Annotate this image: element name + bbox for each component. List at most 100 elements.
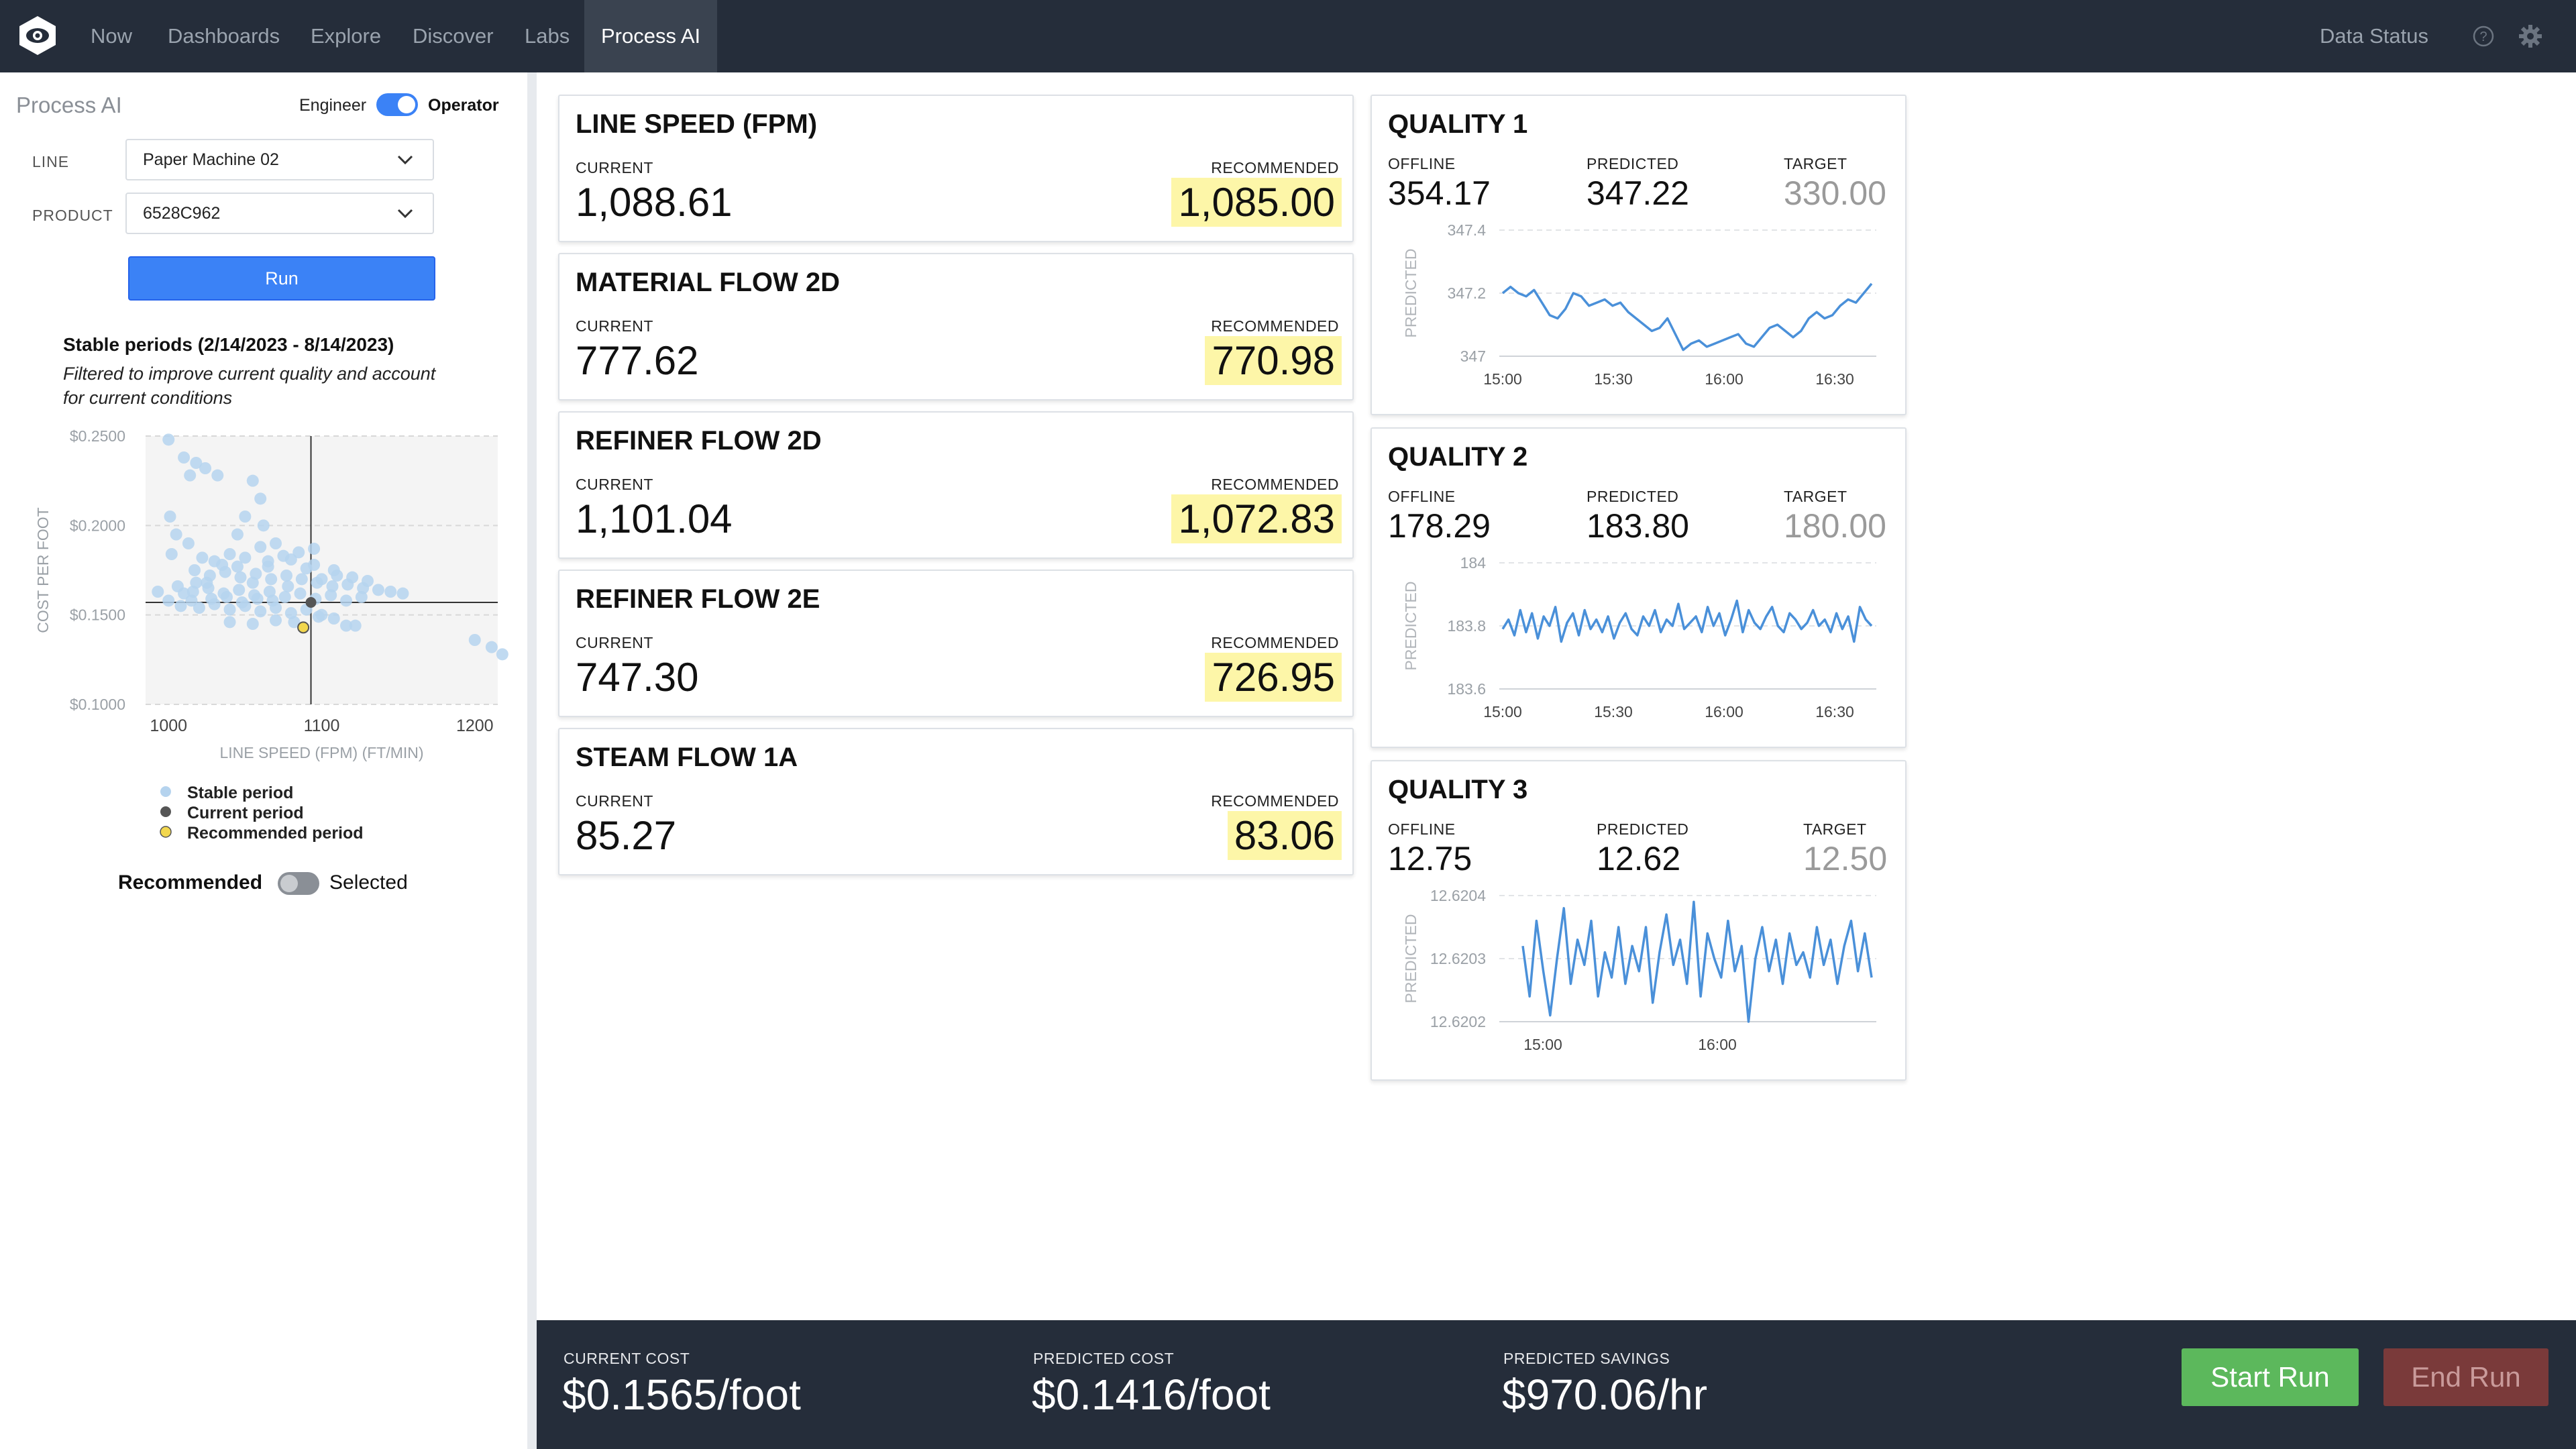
cost-scatter-chart: $0.2500 $0.2000 $0.1500 $0.1000 1000 1100 1200…	[34, 427, 508, 761]
data-status-link[interactable]: Data Status	[2320, 24, 2428, 48]
stable-period-point	[254, 541, 267, 553]
stable-period-point	[190, 457, 203, 469]
card-title: QUALITY 3	[1388, 775, 1528, 804]
current-value: 85.27	[576, 813, 677, 858]
nav-discover[interactable]: Discover	[413, 24, 494, 48]
stable-period-point	[174, 600, 187, 612]
predicted-label: PREDICTED	[1597, 820, 1689, 838]
product-select[interactable]: 6528C962	[125, 193, 434, 234]
stable-period-point	[216, 559, 229, 571]
target-label: TARGET	[1803, 820, 1867, 838]
engineer-label: Engineer	[299, 96, 367, 115]
legend-marker-current	[160, 806, 171, 817]
stable-period-point	[282, 580, 294, 592]
sidebar-divider	[527, 72, 537, 1449]
run-button[interactable]: Run	[128, 256, 435, 301]
predicted-series-line	[1501, 599, 1873, 643]
stable-period-point	[270, 614, 282, 627]
recommended-period-point	[297, 621, 310, 634]
mode-toggle[interactable]	[376, 93, 418, 116]
nav-now[interactable]: Now	[91, 24, 133, 48]
y-tick-label: $0.2000	[70, 517, 125, 534]
stable-period-point	[223, 603, 236, 616]
stable-period-point	[223, 616, 236, 629]
predicted-value: 347.22	[1587, 174, 1689, 212]
y-axis-label: COST PER FOOT	[34, 507, 52, 633]
operator-label: Operator	[428, 96, 499, 115]
predicted-savings-label: PREDICTED SAVINGS	[1503, 1350, 1670, 1367]
line-select-value: Paper Machine 02	[143, 150, 279, 169]
current-value: 777.62	[576, 338, 699, 383]
card-title: LINE SPEED (FPM)	[576, 109, 818, 139]
stable-period-point	[196, 551, 209, 564]
stable-period-point	[162, 433, 175, 446]
stable-period-point	[361, 575, 374, 587]
start-run-button[interactable]: Start Run	[2182, 1348, 2359, 1406]
y-axis-label: PREDICTED	[1402, 249, 1419, 338]
current-value: 747.30	[576, 655, 699, 700]
stable-period-point	[178, 451, 191, 464]
stable-periods-title: Stable periods (2/14/2023 - 8/14/2023)	[63, 334, 394, 355]
recommended-value: 1,072.83	[1171, 494, 1342, 543]
stable-period-point	[193, 602, 205, 614]
product-label: PRODUCT	[32, 207, 113, 224]
stable-period-point	[231, 528, 244, 541]
quality-card-1: QUALITY 1 OFFLINE 354.17 PREDICTED 347.2…	[1371, 95, 1907, 415]
end-run-button[interactable]: End Run	[2383, 1348, 2548, 1406]
quality-1-chart: 347.4 347.2 347 PREDICTED 15:00 15:30 16:00 16:…	[1402, 221, 1876, 388]
x-tick-label: 15:00	[1483, 703, 1522, 720]
x-tick-label: 16:00	[1705, 370, 1743, 388]
predicted-cost-value: $0.1416/foot	[1032, 1371, 1271, 1419]
help-icon[interactable]: ?	[2473, 25, 2494, 47]
gear-icon[interactable]	[2518, 24, 2542, 48]
stable-period-point	[246, 474, 259, 487]
stable-period-point	[372, 584, 384, 596]
stable-period-point	[262, 560, 274, 573]
svg-text:?: ?	[2479, 30, 2487, 44]
card-title: REFINER FLOW 2E	[576, 584, 820, 614]
stable-period-point	[355, 591, 368, 603]
recommended-label: RECOMMENDED	[1211, 476, 1339, 493]
nav-dashboards[interactable]: Dashboards	[168, 24, 280, 48]
stable-period-point	[233, 584, 246, 596]
nav-labs[interactable]: Labs	[525, 24, 570, 48]
stable-period-point	[349, 619, 362, 632]
flow-card-steam-flow-1a: STEAM FLOW 1A CURRENT 85.27 RECOMMENDED …	[558, 728, 1354, 875]
legend-current: Current period	[187, 804, 304, 822]
stable-period-point	[266, 594, 279, 607]
y-tick-label: 12.6203	[1430, 950, 1486, 967]
chevron-down-icon	[397, 155, 413, 165]
current-period-point	[305, 597, 317, 608]
stable-period-point	[190, 576, 203, 589]
offline-label: OFFLINE	[1388, 155, 1456, 172]
chevron-down-icon	[397, 209, 413, 219]
stable-period-point	[265, 573, 278, 586]
recommended-label: Recommended	[118, 871, 263, 894]
stable-period-point	[315, 573, 328, 586]
stable-period-point	[246, 576, 259, 589]
stable-period-point	[468, 634, 481, 646]
stable-period-point	[199, 462, 212, 474]
stable-period-point	[346, 571, 359, 584]
line-select[interactable]: Paper Machine 02	[125, 139, 434, 180]
current-label: CURRENT	[576, 317, 653, 335]
logo-icon[interactable]	[17, 15, 58, 56]
target-value: 330.00	[1784, 174, 1886, 212]
stable-period-point	[396, 587, 409, 600]
stable-period-point	[185, 594, 198, 607]
x-axis-label: LINE SPEED (FPM) (FT/MIN)	[219, 744, 423, 761]
stable-period-point	[496, 648, 508, 661]
y-tick-label: 12.6204	[1430, 887, 1486, 904]
scatter-legend-markers	[160, 786, 172, 838]
recommended-value: 83.06	[1227, 811, 1342, 860]
stable-period-point	[254, 605, 267, 618]
flow-card-line-speed: LINE SPEED (FPM) CURRENT 1,088.61 RECOMM…	[558, 95, 1354, 242]
nav-explore[interactable]: Explore	[311, 24, 382, 48]
stable-period-point	[292, 546, 305, 559]
x-tick-label: 15:00	[1523, 1036, 1562, 1053]
stable-periods-note-1: Filtered to improve current quality and …	[63, 364, 436, 384]
recommended-selected-toggle[interactable]	[278, 872, 319, 895]
offline-value: 12.75	[1388, 840, 1472, 877]
nav-process-ai[interactable]: Process AI	[584, 0, 718, 72]
x-tick-label: 1200	[456, 716, 494, 735]
